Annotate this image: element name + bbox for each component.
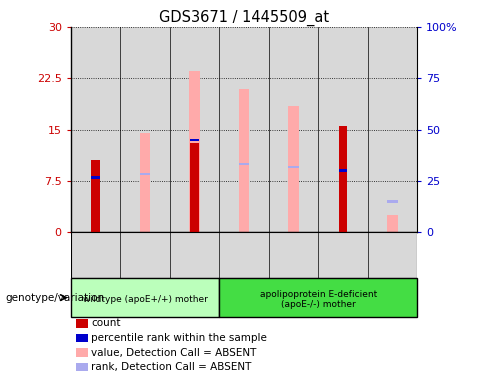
Bar xyxy=(219,232,269,278)
Title: GDS3671 / 1445509_at: GDS3671 / 1445509_at xyxy=(159,9,329,25)
Bar xyxy=(318,232,368,278)
Bar xyxy=(387,200,398,203)
Bar xyxy=(219,27,269,232)
Bar xyxy=(140,173,150,175)
FancyBboxPatch shape xyxy=(71,278,219,317)
Text: value, Detection Call = ABSENT: value, Detection Call = ABSENT xyxy=(91,348,257,358)
Bar xyxy=(339,169,347,172)
Text: count: count xyxy=(91,318,121,328)
Text: wildtype (apoE+/+) mother: wildtype (apoE+/+) mother xyxy=(82,295,207,304)
Bar xyxy=(288,166,299,169)
Bar xyxy=(318,27,368,232)
Bar xyxy=(120,27,170,232)
Text: percentile rank within the sample: percentile rank within the sample xyxy=(91,333,267,343)
Bar xyxy=(288,106,299,232)
Bar xyxy=(368,27,417,232)
Bar xyxy=(189,71,200,232)
Text: rank, Detection Call = ABSENT: rank, Detection Call = ABSENT xyxy=(91,362,252,372)
Text: apolipoprotein E-deficient
(apoE-/-) mother: apolipoprotein E-deficient (apoE-/-) mot… xyxy=(260,290,377,309)
FancyBboxPatch shape xyxy=(219,278,417,317)
Bar xyxy=(170,232,219,278)
Bar xyxy=(239,163,249,165)
Bar xyxy=(91,176,100,179)
Text: genotype/variation: genotype/variation xyxy=(5,293,104,303)
Bar xyxy=(71,27,120,232)
Bar xyxy=(190,139,199,141)
Bar xyxy=(387,215,398,232)
Bar xyxy=(120,232,170,278)
Bar xyxy=(239,89,249,232)
Bar xyxy=(190,143,199,232)
Bar xyxy=(269,232,318,278)
Bar xyxy=(368,232,417,278)
Bar xyxy=(91,161,100,232)
Bar xyxy=(170,27,219,232)
Bar xyxy=(269,27,318,232)
Bar xyxy=(140,133,150,232)
Bar xyxy=(339,126,347,232)
Bar xyxy=(71,232,120,278)
